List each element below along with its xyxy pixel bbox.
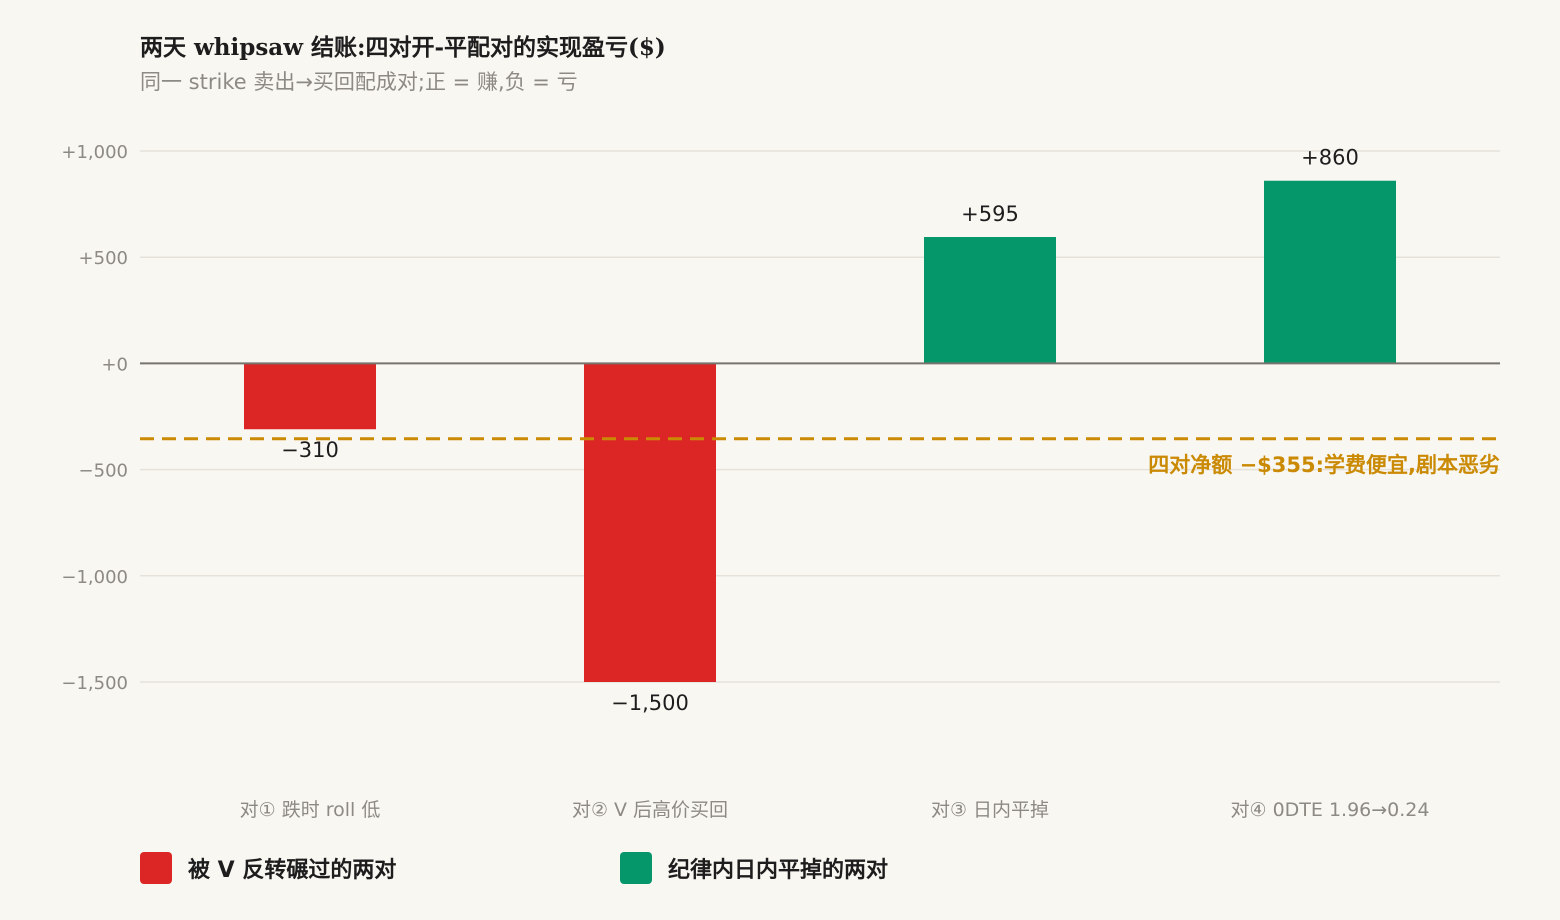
data-label: −310 xyxy=(281,438,339,462)
legend-item-loss: 被 V 反转碾过的两对 xyxy=(140,850,396,886)
y-tick-label: +1,000 xyxy=(61,142,128,163)
bar-2 xyxy=(584,363,716,682)
x-tick-label: 对① 跌时 roll 低 xyxy=(240,799,381,821)
x-tick-label: 对② V 后高价买回 xyxy=(572,799,728,821)
data-label: +595 xyxy=(961,202,1019,226)
y-tick-label: +0 xyxy=(101,354,128,375)
chart-subtitle: 同一 strike 卖出→买回配成对;正 = 赚,负 = 亏 xyxy=(140,70,578,94)
legend-label-gain: 纪律内日内平掉的两对 xyxy=(668,858,889,883)
chart-title: 两天 whipsaw 结账:四对开-平配对的实现盈亏($) xyxy=(140,34,666,61)
bar-1 xyxy=(244,363,376,430)
y-tick-label: −1,500 xyxy=(61,673,128,694)
x-tick-label: 对④ 0DTE 1.96→0.24 xyxy=(1231,799,1430,821)
y-tick-label: −500 xyxy=(79,461,128,482)
bar-4 xyxy=(1264,180,1396,364)
y-tick-label: +500 xyxy=(79,248,128,269)
x-tick-label: 对③ 日内平掉 xyxy=(931,799,1049,821)
data-label: −1,500 xyxy=(611,691,689,715)
net-reference-label: 四对净额 −$355:学费便宜,剧本恶劣 xyxy=(1148,453,1500,477)
bar-3 xyxy=(924,237,1056,364)
y-tick-label: −1,000 xyxy=(61,567,128,588)
data-label: +860 xyxy=(1301,146,1359,170)
legend-label-loss: 被 V 反转碾过的两对 xyxy=(188,858,397,883)
legend-item-gain: 纪律内日内平掉的两对 xyxy=(620,850,888,886)
legend-swatch-loss xyxy=(140,852,172,884)
legend-swatch-gain xyxy=(620,852,652,884)
